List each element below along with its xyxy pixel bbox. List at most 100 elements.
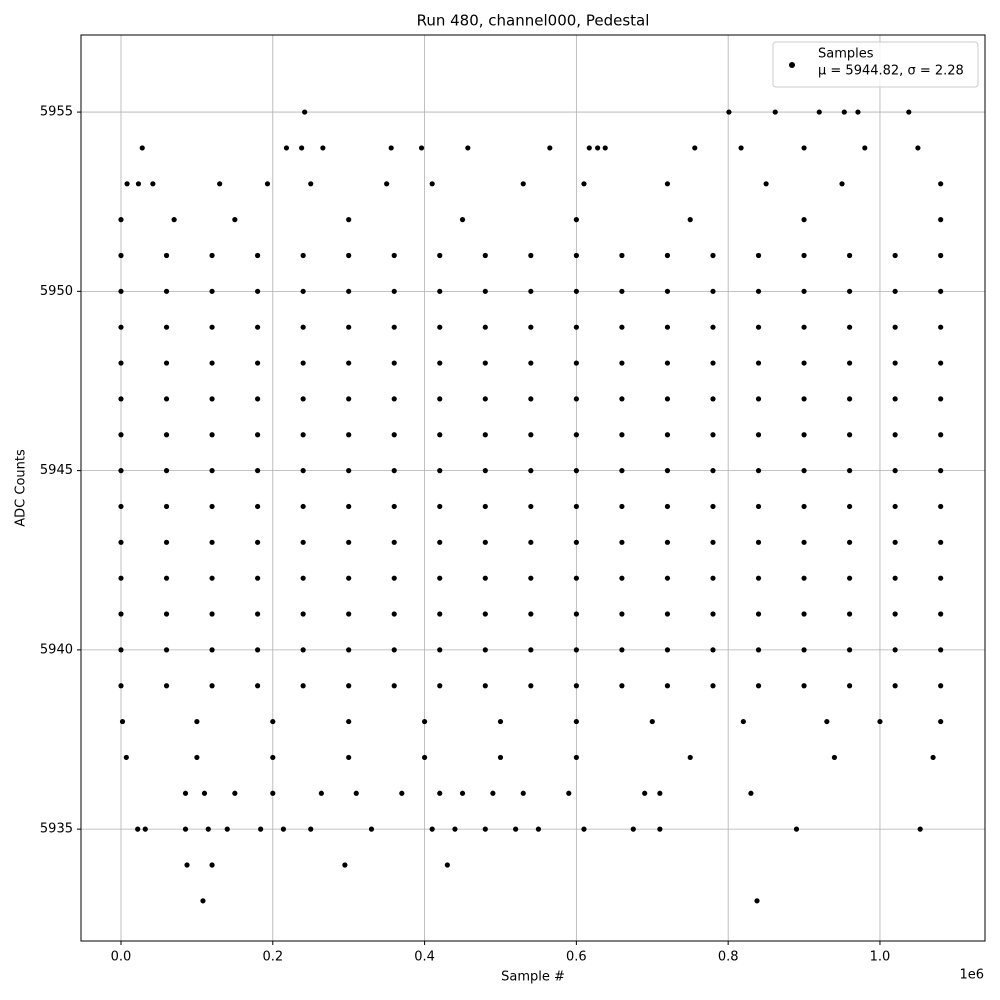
point — [755, 503, 762, 510]
point — [346, 360, 352, 366]
point — [429, 181, 435, 187]
point — [391, 503, 397, 510]
point — [938, 468, 944, 474]
point — [437, 790, 443, 796]
point — [300, 288, 306, 294]
point — [513, 826, 519, 832]
point — [755, 252, 762, 259]
point — [664, 324, 671, 330]
point — [391, 288, 397, 294]
point — [755, 288, 762, 294]
point — [118, 396, 124, 402]
point — [566, 790, 572, 796]
point — [444, 862, 450, 868]
point — [938, 718, 944, 725]
y-tick-label: 5935 — [40, 822, 73, 837]
point — [429, 826, 435, 832]
y-tick-label: 5950 — [40, 284, 73, 299]
point — [209, 468, 215, 474]
point — [710, 611, 716, 617]
point — [299, 145, 305, 151]
point — [421, 754, 428, 761]
point — [938, 539, 944, 545]
point — [892, 611, 898, 617]
point — [755, 360, 762, 366]
point — [619, 288, 625, 294]
point — [421, 718, 428, 725]
point — [892, 647, 898, 653]
point — [255, 503, 261, 510]
point — [573, 647, 579, 653]
point — [710, 360, 716, 366]
point — [150, 181, 156, 187]
point — [528, 503, 534, 510]
point — [201, 790, 208, 796]
y-tick-label: 5940 — [40, 642, 73, 657]
point — [283, 145, 290, 151]
point — [573, 217, 579, 223]
point — [437, 575, 443, 581]
x-tick-label: 0.0 — [111, 950, 132, 965]
point — [346, 324, 352, 330]
point — [755, 611, 762, 617]
point — [938, 432, 944, 438]
point — [139, 145, 145, 151]
point — [300, 575, 306, 581]
y-tick-label: 5955 — [40, 105, 73, 120]
point — [892, 539, 898, 545]
point — [346, 432, 352, 438]
point — [938, 611, 944, 617]
point — [346, 754, 352, 761]
point — [528, 468, 534, 474]
point — [255, 468, 261, 474]
point — [619, 647, 625, 653]
point — [182, 826, 189, 832]
point — [270, 718, 276, 725]
point — [657, 790, 663, 796]
point — [847, 647, 853, 653]
point — [862, 145, 868, 151]
point — [793, 826, 800, 832]
point — [573, 718, 579, 725]
point — [300, 539, 306, 545]
point — [209, 647, 215, 653]
point — [664, 396, 671, 402]
point — [581, 181, 587, 187]
point — [255, 252, 261, 259]
point — [664, 647, 671, 653]
point — [938, 683, 944, 689]
point — [664, 503, 671, 510]
point — [619, 611, 625, 617]
point — [573, 754, 579, 761]
point — [163, 468, 170, 474]
point — [118, 252, 124, 259]
point — [710, 647, 716, 653]
point — [482, 826, 488, 832]
point — [738, 145, 744, 151]
point — [938, 575, 944, 581]
point — [528, 396, 534, 402]
point — [163, 252, 170, 259]
point — [209, 360, 215, 366]
point — [300, 611, 306, 617]
point — [384, 181, 390, 187]
point — [300, 324, 306, 330]
point — [892, 252, 898, 259]
point — [877, 718, 883, 725]
point — [255, 288, 261, 294]
point — [657, 826, 663, 832]
point — [482, 252, 488, 259]
point — [270, 790, 276, 796]
point — [528, 683, 534, 689]
point — [163, 360, 170, 366]
point — [535, 826, 542, 832]
point — [938, 396, 944, 402]
point — [892, 396, 898, 402]
point — [801, 539, 807, 545]
point — [801, 360, 807, 366]
point — [209, 324, 215, 330]
point — [619, 252, 625, 259]
point — [255, 396, 261, 402]
point — [163, 432, 170, 438]
point — [459, 217, 466, 223]
